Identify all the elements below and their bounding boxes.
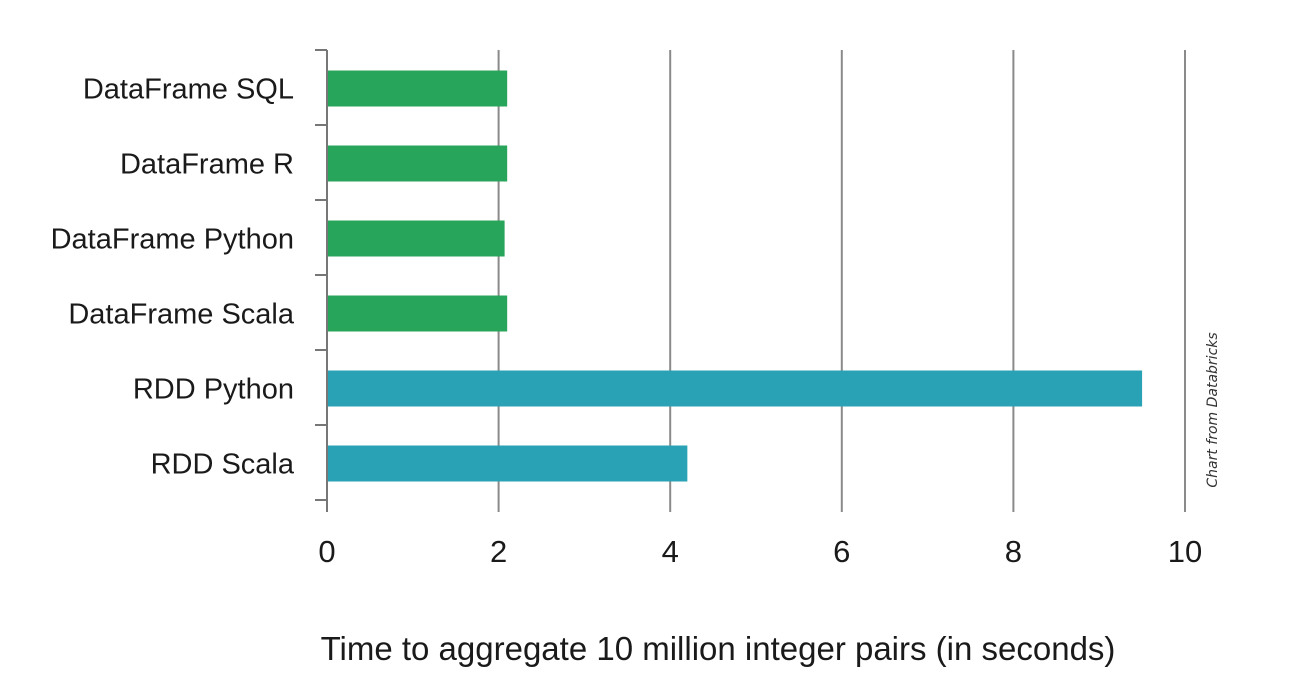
bar-dataframe-sql (328, 70, 508, 107)
x-tick-label-4: 4 (662, 534, 679, 569)
x-tick-label-8: 8 (1005, 534, 1022, 569)
grid-layer (497, 50, 1186, 512)
y-category-label-rdd-python: RDD Python (133, 374, 294, 406)
x-tick-label-6: 6 (833, 534, 850, 569)
bar-rdd-scala (328, 445, 688, 482)
bar-rdd-python (328, 370, 1143, 407)
x-axis-title: Time to aggregate 10 million integer pai… (321, 630, 1116, 667)
y-category-label-rdd-scala: RDD Scala (151, 449, 295, 481)
x-tick-label-10: 10 (1168, 534, 1202, 569)
y-category-label-dataframe-sql: DataFrame SQL (83, 74, 294, 106)
bar-dataframe-python (328, 220, 505, 257)
bar-dataframe-scala (328, 295, 508, 332)
bar-layer (328, 70, 1143, 482)
label-layer: 0 2 4 6 8 10 DataFrame SQL DataFrame R DataFrame… (51, 74, 1203, 570)
y-category-label-dataframe-scala: DataFrame Scala (68, 299, 295, 331)
axis-layer (315, 49, 328, 512)
y-category-label-dataframe-r: DataFrame R (120, 149, 294, 181)
bar-dataframe-r (328, 145, 508, 182)
chart-credit: Chart from Databricks (1205, 332, 1221, 487)
y-category-label-dataframe-python: DataFrame Python (51, 224, 294, 256)
x-tick-label-0: 0 (318, 534, 335, 569)
x-tick-label-2: 2 (490, 534, 507, 569)
